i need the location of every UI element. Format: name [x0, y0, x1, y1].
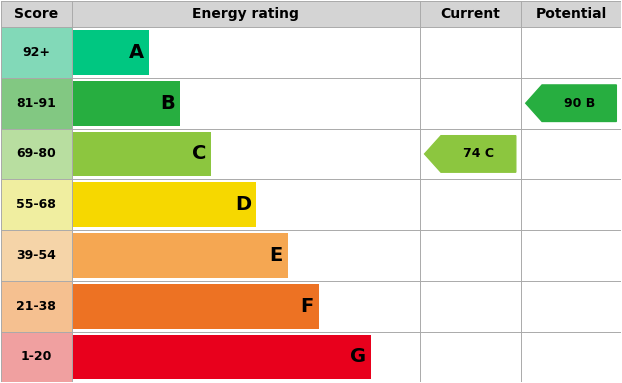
- Text: 55-68: 55-68: [16, 198, 57, 211]
- Bar: [72, 81, 180, 126]
- Bar: [1, 179, 72, 230]
- Bar: [72, 182, 256, 227]
- Bar: [72, 335, 371, 379]
- Text: B: B: [160, 94, 175, 113]
- Text: 69-80: 69-80: [17, 147, 56, 160]
- Text: 92+: 92+: [22, 46, 50, 59]
- Bar: [1, 1, 72, 27]
- Polygon shape: [425, 136, 516, 172]
- Text: C: C: [192, 144, 206, 164]
- Text: 90 B: 90 B: [564, 97, 595, 110]
- Text: 74 C: 74 C: [463, 147, 494, 160]
- Text: D: D: [235, 195, 251, 214]
- Bar: [72, 1, 420, 27]
- Text: 21-38: 21-38: [16, 300, 57, 313]
- Bar: [1, 230, 72, 281]
- Bar: [521, 1, 621, 27]
- Text: 81-91: 81-91: [16, 97, 57, 110]
- Bar: [1, 129, 72, 179]
- Bar: [1, 27, 72, 78]
- Bar: [72, 233, 287, 278]
- Text: 39-54: 39-54: [16, 249, 57, 262]
- Bar: [72, 132, 211, 176]
- Text: Score: Score: [14, 7, 58, 21]
- Text: Energy rating: Energy rating: [192, 7, 299, 21]
- Text: F: F: [300, 297, 314, 316]
- Bar: [420, 1, 521, 27]
- Text: G: G: [350, 347, 366, 367]
- Text: 1-20: 1-20: [21, 350, 52, 363]
- Polygon shape: [526, 85, 616, 121]
- Text: Current: Current: [440, 7, 500, 21]
- Bar: [1, 281, 72, 332]
- Text: Potential: Potential: [536, 7, 606, 21]
- Text: A: A: [128, 43, 144, 62]
- Text: E: E: [269, 246, 282, 265]
- Bar: [72, 30, 149, 75]
- Bar: [72, 284, 319, 329]
- Bar: [1, 332, 72, 382]
- Bar: [1, 78, 72, 129]
